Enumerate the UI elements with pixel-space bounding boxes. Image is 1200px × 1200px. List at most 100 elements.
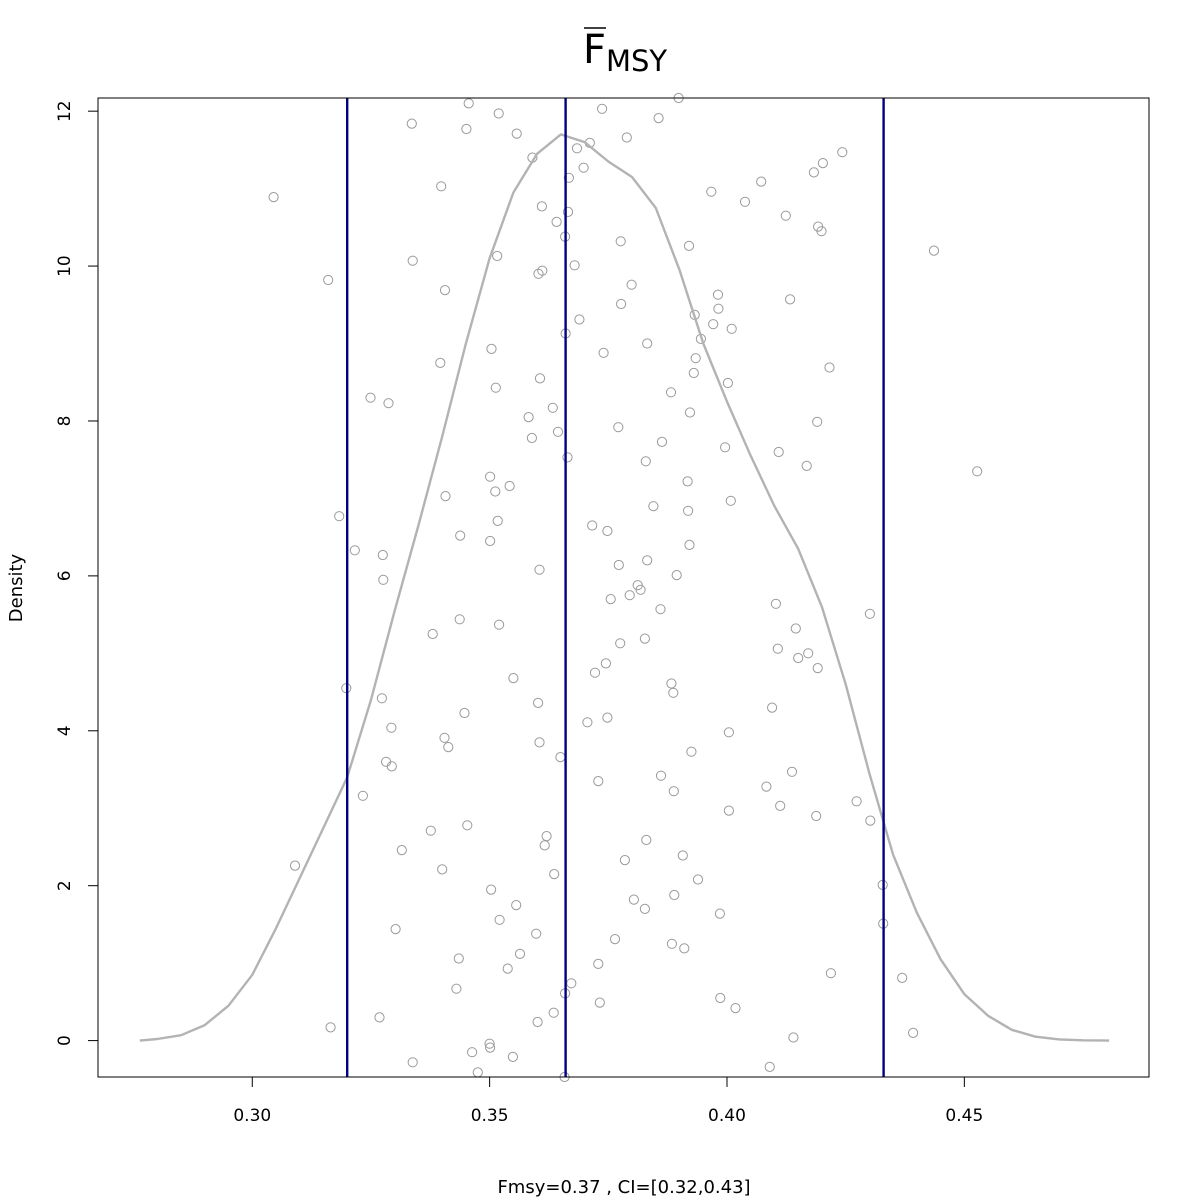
data-point	[602, 525, 613, 537]
data-point	[686, 746, 697, 757]
data-point	[508, 673, 519, 684]
data-point	[613, 422, 624, 433]
data-point	[725, 495, 736, 506]
data-point	[454, 614, 465, 625]
data-point	[801, 460, 812, 471]
data-point	[671, 570, 682, 581]
data-point	[897, 972, 908, 984]
data-point	[666, 678, 677, 689]
data-point	[816, 226, 827, 237]
data-point	[549, 869, 560, 880]
data-point	[655, 770, 667, 781]
data-point	[793, 652, 804, 664]
data-point	[507, 1051, 519, 1063]
data-point	[552, 426, 564, 437]
data-point	[605, 594, 616, 605]
data-point	[720, 442, 731, 453]
data-point	[493, 108, 504, 119]
x-tick-label: 0.35	[471, 1106, 509, 1126]
data-point	[683, 505, 694, 516]
data-point	[451, 983, 462, 994]
data-point	[268, 192, 279, 203]
data-point	[639, 903, 651, 915]
data-point	[461, 123, 472, 135]
data-point	[594, 997, 605, 1008]
data-point	[669, 889, 680, 901]
data-point	[812, 416, 823, 427]
data-point	[642, 338, 653, 349]
data-point	[514, 948, 526, 960]
data-point	[615, 236, 626, 247]
data-point	[406, 118, 417, 129]
data-point	[511, 900, 522, 911]
data-point	[692, 874, 704, 885]
data-point	[817, 158, 829, 169]
data-point	[492, 515, 503, 527]
y-axis: 0 2 4 6 8 10 12	[55, 100, 99, 1046]
data-point	[803, 648, 814, 659]
data-point	[688, 367, 699, 379]
data-point	[788, 1032, 799, 1043]
data-point	[690, 353, 701, 364]
data-point	[534, 737, 545, 748]
data-point	[635, 584, 646, 595]
data-point	[684, 407, 696, 418]
data-point	[485, 535, 496, 547]
data-point	[761, 781, 772, 792]
data-point	[666, 938, 678, 949]
data-point	[439, 732, 450, 743]
data-point	[502, 963, 513, 974]
data-point	[864, 608, 876, 619]
data-point	[289, 860, 301, 871]
data-point	[374, 1012, 385, 1023]
data-point	[598, 347, 609, 358]
data-point	[668, 786, 679, 797]
data-point	[386, 722, 397, 733]
data-point	[756, 176, 767, 187]
data-point	[851, 796, 862, 807]
data-point	[539, 840, 550, 851]
data-point	[548, 1007, 559, 1018]
data-point	[574, 314, 585, 325]
data-point	[536, 201, 548, 212]
data-point	[386, 761, 397, 772]
data-point	[504, 480, 515, 492]
data-point	[390, 924, 401, 935]
data-point	[436, 181, 447, 192]
density-curve	[139, 133, 1110, 1042]
data-point	[908, 1027, 919, 1039]
data-point	[486, 343, 497, 354]
data-point	[537, 265, 548, 276]
data-point	[325, 1022, 336, 1033]
data-point	[708, 319, 719, 330]
data-point	[563, 172, 575, 183]
data-point	[602, 712, 613, 723]
data-point	[626, 279, 637, 290]
data-point	[490, 382, 501, 393]
data-point	[808, 167, 820, 178]
data-point	[334, 511, 345, 522]
data-point	[383, 398, 394, 409]
data-point	[531, 928, 542, 939]
data-point	[463, 98, 474, 109]
data-point	[865, 815, 876, 826]
data-point	[486, 884, 497, 895]
data-point	[582, 717, 593, 728]
data-point	[381, 756, 392, 767]
data-point	[589, 667, 601, 678]
data-point	[786, 766, 798, 777]
data-point	[523, 412, 534, 423]
plot-content	[139, 92, 1110, 1083]
y-tick-label: 12	[55, 100, 75, 122]
data-point	[511, 128, 522, 139]
data-point	[541, 831, 552, 842]
data-point	[609, 934, 621, 945]
data-point	[713, 303, 724, 314]
data-point	[562, 206, 574, 217]
chart-title-main: F	[583, 27, 606, 73]
data-point	[668, 687, 679, 698]
data-point	[566, 978, 577, 989]
data-point	[811, 810, 822, 822]
data-point	[928, 245, 940, 256]
data-point	[534, 564, 545, 575]
